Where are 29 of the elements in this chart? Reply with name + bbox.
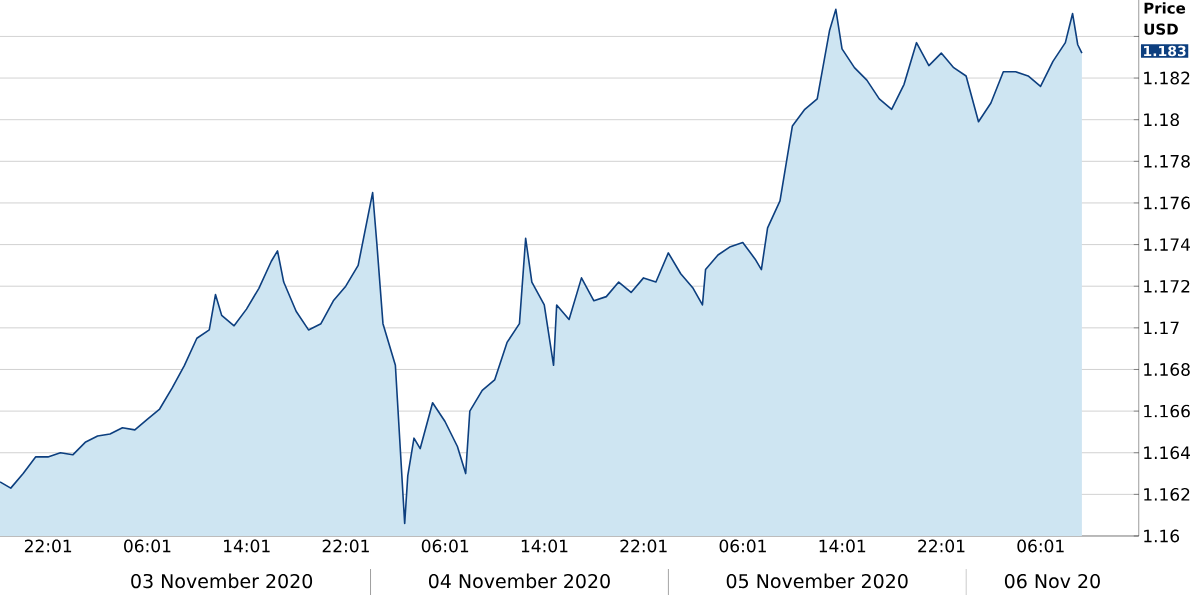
y-tick-label: 1.162: [1144, 487, 1190, 501]
x-tick-label: 14:01: [224, 539, 270, 553]
y-tick-label: 1.178: [1144, 154, 1190, 168]
y-tick-label: 1.174: [1144, 238, 1190, 251]
text: 05 November 2020: [726, 573, 908, 589]
x-tick-label: 06:01: [124, 539, 171, 553]
y-tick-label: 1.182: [1144, 71, 1190, 85]
x-tick-label: 22:01: [918, 539, 965, 553]
y-tick-label: 1.172: [1144, 279, 1190, 293]
y-tick-label: 1.17: [1144, 321, 1179, 335]
text: 1.183: [1144, 45, 1186, 57]
text: 06 Nov 20: [1004, 573, 1100, 589]
y-axis-title: Price USD: [1144, 2, 1186, 35]
x-tick-label: 22:01: [322, 539, 369, 553]
x-tick-label: 06:01: [719, 539, 766, 553]
y-tick-label: 1.166: [1144, 404, 1190, 418]
x-tick-label: 22:01: [24, 539, 72, 553]
x-tick-label: 06:01: [421, 539, 469, 553]
y-tick-label: 1.164: [1144, 446, 1190, 460]
x-tick-label: 14:01: [521, 539, 568, 553]
x-tick-label: 22:01: [620, 539, 667, 553]
text: 04 November 2020: [428, 573, 610, 589]
x-tick-label: 06:01: [1017, 539, 1064, 553]
y-tick-label: 1.168: [1144, 363, 1190, 376]
text: 03 November 2020: [131, 573, 313, 589]
y-tick-label: 1.16: [1144, 529, 1180, 543]
y-tick-label: 1.176: [1144, 196, 1190, 210]
x-tick-label: 14:01: [819, 539, 866, 553]
y-tick-label: 1.18: [1144, 113, 1179, 127]
